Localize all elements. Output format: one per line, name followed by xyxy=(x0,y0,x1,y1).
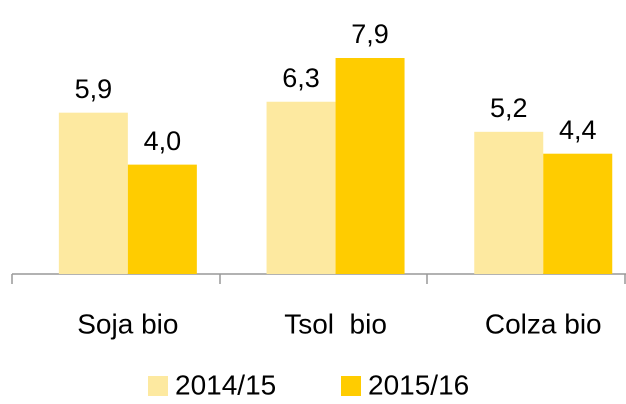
data-label: 4,0 xyxy=(144,126,182,156)
bar xyxy=(127,164,197,274)
data-label: 4,4 xyxy=(559,115,597,145)
x-tick-label: Colza bio xyxy=(485,308,602,339)
data-label: 7,9 xyxy=(351,19,389,49)
bar xyxy=(335,58,405,274)
data-label: 5,9 xyxy=(75,74,113,104)
x-tick-label: Soja bio xyxy=(77,308,178,339)
data-label: 5,2 xyxy=(490,93,528,123)
bar xyxy=(543,153,613,274)
bar xyxy=(266,101,336,275)
x-tick-label: Tsol bio xyxy=(284,308,387,339)
data-label: 6,3 xyxy=(282,63,320,93)
bar xyxy=(474,131,544,274)
bar xyxy=(58,112,128,274)
legend-swatch xyxy=(148,376,168,396)
legend-label: 2014/15 xyxy=(175,369,276,400)
legend-label: 2015/16 xyxy=(368,369,469,400)
legend-swatch xyxy=(341,376,361,396)
